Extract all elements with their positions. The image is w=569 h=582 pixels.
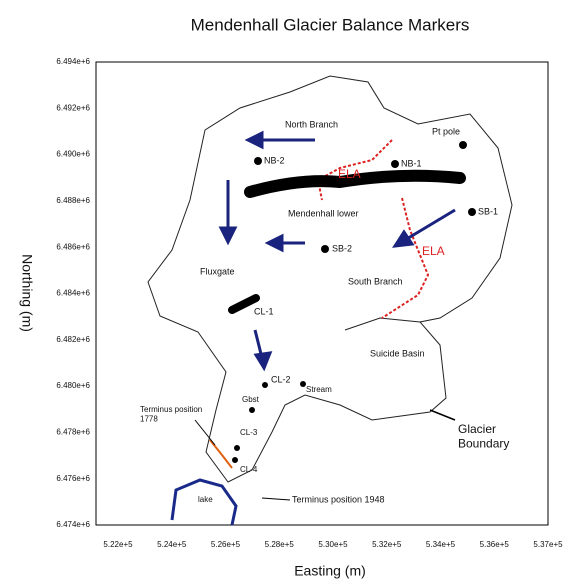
x-tick-label: 5.36e+5 (480, 540, 510, 549)
balance-markers (232, 141, 476, 463)
basin-edge (344, 317, 421, 331)
x-tick-label: 5.28e+5 (265, 540, 295, 549)
map-label: Glacier Boundary (458, 422, 509, 450)
map-label: Stream (306, 385, 332, 394)
map-label: Mendenhall lower (288, 208, 359, 218)
icefall-band (244, 169, 466, 198)
ela-line (381, 197, 430, 319)
x-tick-label: 5.26e+5 (211, 540, 241, 549)
map-label: Fluxgate (200, 266, 235, 276)
map-label: Suicide Basin (370, 348, 425, 358)
x-tick-label: 5.37e+5 (533, 540, 563, 549)
x-tick-label: 5.32e+5 (372, 540, 402, 549)
y-tick-label: 6.484e+6 (56, 289, 90, 298)
y-tick-label: 6.494e+6 (56, 57, 90, 66)
map-label: NB-2 (264, 155, 285, 165)
map-label: South Branch (348, 276, 403, 286)
y-tick-label: 6.492e+6 (56, 103, 90, 112)
y-tick-label: 6.490e+6 (56, 150, 90, 159)
terminus-pointer (261, 497, 291, 501)
map-label: ELA (338, 167, 361, 181)
icefall-band (228, 294, 260, 314)
boundary-pointer (429, 409, 456, 421)
map-label: CL-3 (240, 428, 258, 437)
y-tick-label: 6.488e+6 (56, 196, 90, 205)
flow-arrows (218, 130, 456, 372)
x-tick-label: 5.30e+5 (318, 540, 348, 549)
map-label: ELA (422, 244, 445, 258)
x-tick-label: 5.24e+5 (157, 540, 187, 549)
terminus-1778-line (209, 439, 233, 469)
y-tick-label: 6.476e+6 (56, 474, 90, 483)
x-tick-label: 5.34e+5 (426, 540, 456, 549)
map-label: Terminus position 1778 (140, 405, 202, 424)
map-label: Gbst (242, 395, 260, 404)
y-tick-label: 6.478e+6 (56, 428, 90, 437)
y-tick-label: 6.486e+6 (56, 242, 90, 251)
map-label: SB-2 (332, 243, 352, 253)
map-title: Mendenhall Glacier Balance Markers (191, 15, 470, 34)
map-label: CL-1 (254, 306, 274, 316)
x-axis-label: Easting (m) (294, 563, 366, 579)
lake-shore (170, 478, 238, 526)
map-label: lake (198, 495, 213, 504)
map-label: SB-1 (478, 206, 498, 216)
y-axis-label: Northing (m) (19, 254, 35, 332)
x-tick-label: 5.22e+5 (103, 540, 133, 549)
y-tick-label: 6.482e+6 (56, 335, 90, 344)
ela-line (316, 139, 393, 201)
map-label: North Branch (285, 119, 338, 129)
terminus-pointer (194, 419, 216, 446)
plot-frame (95, 61, 549, 526)
y-tick-label: 6.480e+6 (56, 381, 90, 390)
map-label: CL-2 (271, 374, 291, 384)
map-label: Pt pole (432, 126, 460, 136)
map-label: CL-4 (240, 465, 258, 474)
map-label: NB-1 (401, 158, 422, 168)
y-tick-label: 6.474e+6 (56, 520, 90, 529)
glacier-boundary (147, 75, 513, 483)
map-label: Terminus position 1948 (292, 494, 385, 504)
